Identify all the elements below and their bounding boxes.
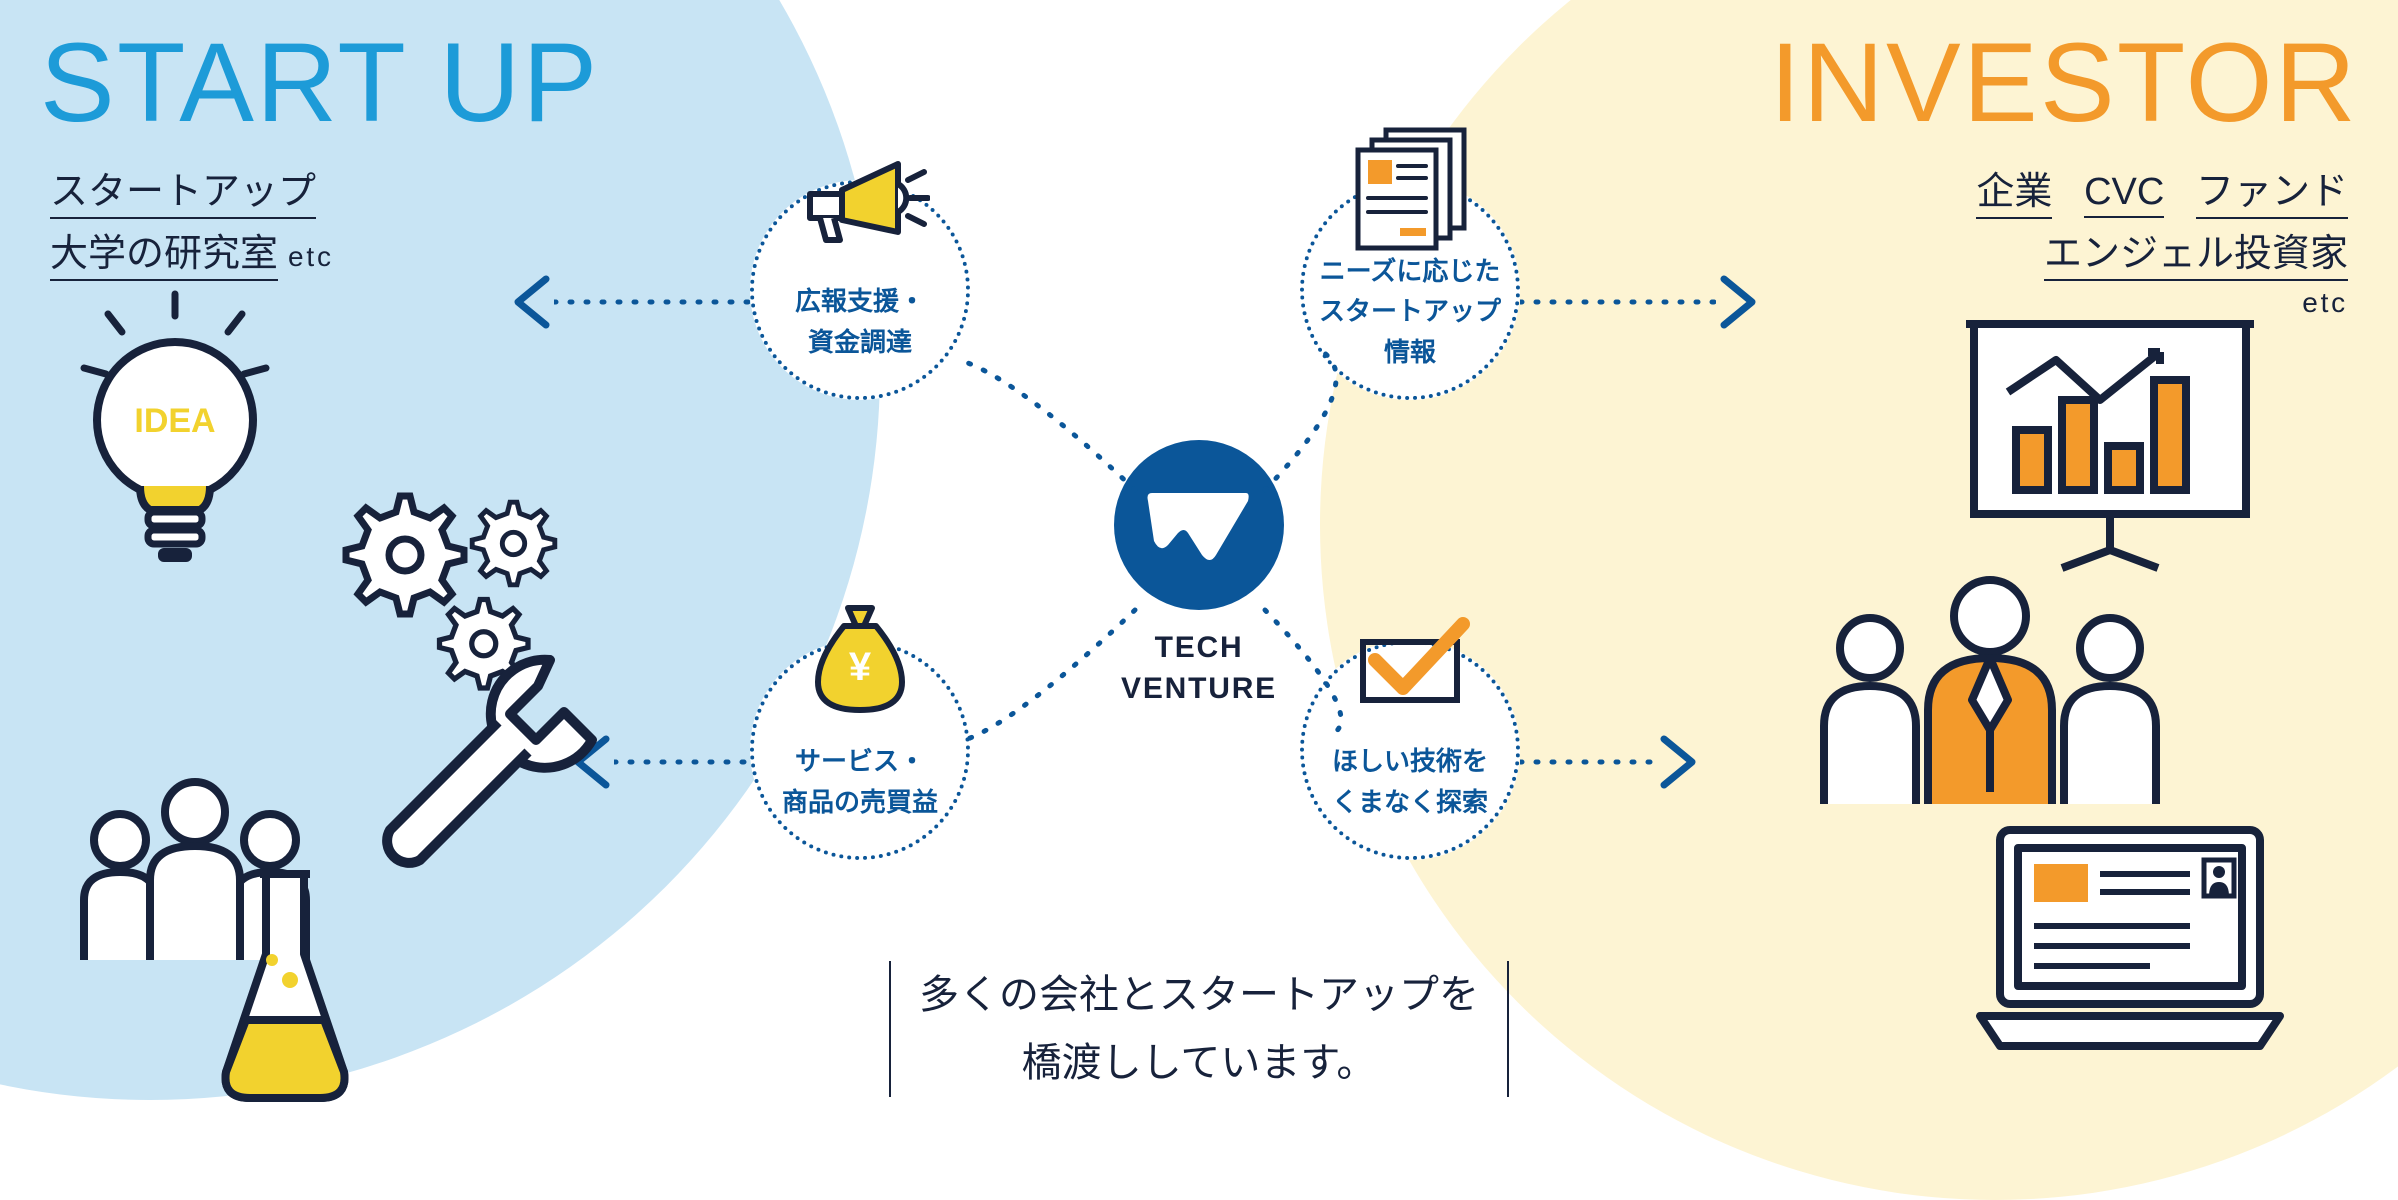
chevron-right-icon: [1656, 735, 1700, 789]
flask-icon: [200, 860, 370, 1115]
investor-team-icon: [1780, 560, 2200, 825]
lightbulb-idea-icon: IDEA: [70, 290, 280, 595]
laptop-profile-icon: [1960, 810, 2300, 1075]
tagline: 多くの会社とスタートアップを橋渡ししています。: [889, 961, 1509, 1097]
arrow-right-upper: [1520, 275, 1760, 329]
idea-label: IDEA: [134, 402, 215, 440]
chevron-right-icon: [1716, 275, 1760, 329]
chevron-left-icon: [510, 275, 554, 329]
arrow-left-upper: [510, 275, 750, 329]
wrench-icon: [360, 640, 620, 905]
arrow-right-lower: [1520, 735, 1700, 789]
presentation-chart-icon: [1950, 300, 2270, 585]
